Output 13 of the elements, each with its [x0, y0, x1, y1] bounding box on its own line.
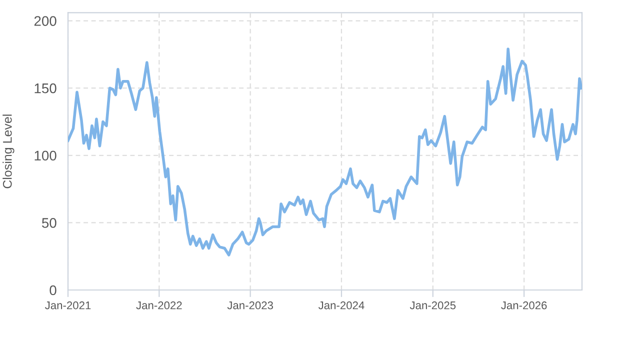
x-tick-label: Jan-2026	[501, 301, 547, 310]
y-tick-label: 0	[50, 285, 56, 296]
y-tick-label: 50	[42, 218, 56, 228]
y-tick-label: 100	[34, 150, 56, 161]
y-tick-label: 150	[34, 83, 56, 94]
x-tick-label: Jan-2021	[45, 301, 91, 310]
line-series	[68, 48, 582, 256]
y-axis-title: Closing Level	[2, 114, 14, 188]
x-tick-label: Jan-2023	[227, 301, 274, 310]
x-tick-label: Jan-2024	[318, 301, 364, 310]
y-tick-label: 200	[34, 16, 56, 26]
x-tick-label: Jan-2022	[136, 301, 182, 310]
x-tick-label: Jan-2025	[410, 301, 456, 310]
